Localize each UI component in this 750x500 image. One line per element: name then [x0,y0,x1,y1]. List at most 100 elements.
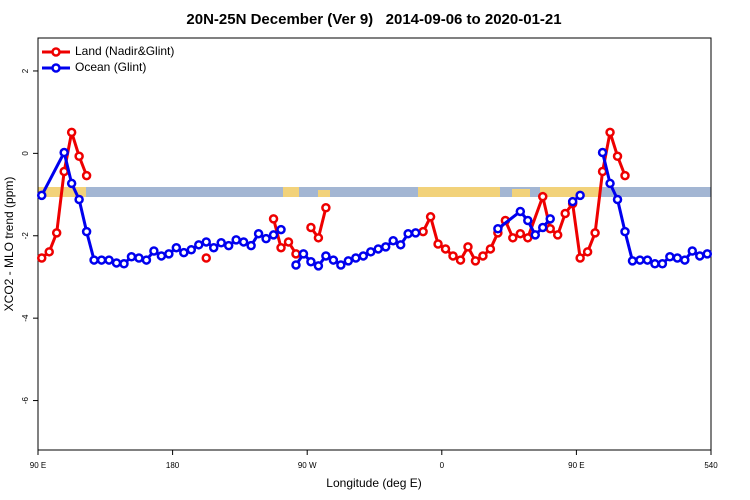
data-point [268,230,279,240]
data-point [119,259,129,269]
data-point [66,178,77,189]
data-point [695,251,705,261]
data-point [410,228,421,238]
data-point [478,251,488,261]
data-point [545,224,555,234]
data-point [575,190,585,201]
data-point [567,196,578,207]
data-point [36,253,47,263]
data-point [321,251,331,261]
data-point [194,240,204,250]
data-point [433,239,443,249]
data-point [440,244,451,254]
data-point [508,233,518,243]
data-point [223,240,234,251]
data-point [276,224,286,235]
data-point [201,237,211,247]
data-point [672,253,683,263]
data-point [149,246,159,256]
data-point [366,247,376,257]
y-tick-label: -4 [21,314,30,322]
data-point [515,206,526,217]
data-point [321,202,331,213]
data-point [627,256,638,266]
data-point [246,240,256,251]
data-point [530,230,541,240]
data-point [261,233,271,244]
data-point [36,190,47,201]
data-point [463,242,473,252]
data-point [343,256,354,266]
data-point [81,170,92,181]
data-point [253,228,264,239]
data-point [395,240,406,250]
data-point [575,253,585,263]
data-point [665,252,675,262]
data-point [538,191,548,202]
x-tick-label: 90 E [568,461,584,470]
data-point [291,249,301,259]
data-point [59,166,69,177]
legend-label: Ocean (Glint) [75,60,146,74]
x-tick-label: 90 W [298,461,317,470]
data-point [380,242,391,252]
data-point [680,255,690,265]
y-tick-label: -6 [21,396,30,404]
data-point [201,253,211,263]
data-point [44,247,54,257]
data-point [276,242,286,253]
data-point [238,237,249,247]
y-tick-label: -2 [21,232,30,240]
x-tick-label: 90 E [30,461,46,470]
data-point [455,255,466,265]
data-point [156,251,167,261]
data-point [470,256,481,266]
data-point [74,194,84,205]
y-tick-label: 2 [21,68,30,73]
data-point [635,255,645,265]
data-point [328,255,339,265]
data-point [560,208,570,219]
x-tick-label: 540 [704,461,718,470]
data-point [268,214,279,224]
y-tick-label: 0 [21,151,30,156]
data-point [657,259,668,269]
map-strip [38,187,711,197]
data-point [59,147,69,158]
data-point [538,222,548,233]
data-point [298,249,309,259]
data-point [96,255,107,265]
data-point [74,151,84,161]
data-point [612,151,623,161]
data-point [523,215,533,226]
data-point [403,228,413,239]
data-point [687,246,698,256]
data-point [425,212,436,222]
data-point [104,255,114,265]
data-point [89,255,99,265]
data-point [358,251,369,261]
y-axis-label: XCO2 - MLO trend (ppm) [2,177,16,312]
data-point [523,233,533,243]
data-point [51,228,62,238]
data-point [545,214,555,224]
data-point [612,194,623,205]
data-point [620,226,630,237]
data-point [313,261,324,271]
data-point [164,249,174,259]
data-point [590,228,600,238]
data-point [605,178,615,189]
data-point [582,247,593,257]
data-point [171,242,182,253]
x-axis-label: Longitude (deg E) [326,476,421,490]
data-point [642,255,653,265]
data-point [134,253,144,263]
data-point [336,260,346,270]
data-point [597,166,608,177]
chart-title: 20N-25N December (Ver 9) 2014-09-06 to 2… [186,11,561,28]
data-point [231,235,241,245]
data-point [388,235,398,246]
data-point [126,252,137,262]
data-point [313,233,324,243]
